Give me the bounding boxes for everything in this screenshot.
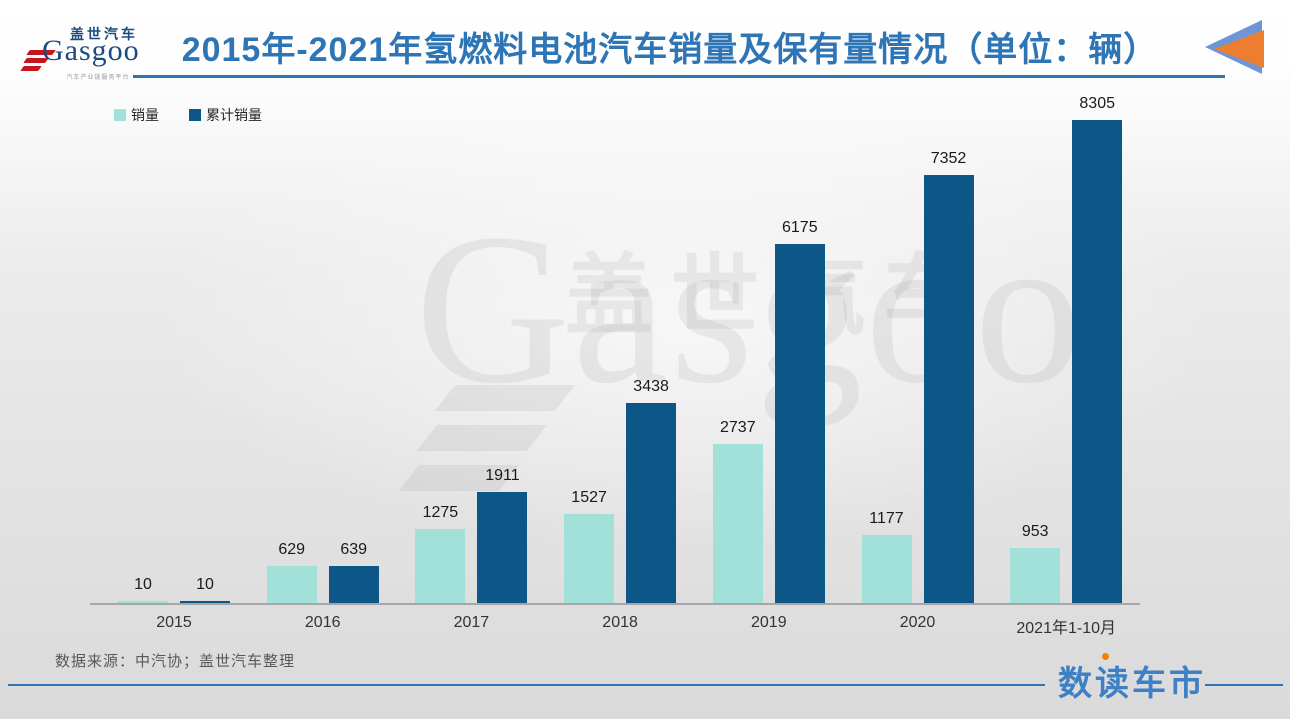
gasgoo-logo-en: Gasgoo xyxy=(42,34,140,67)
bar-group-2019: 2737 6175 2019 xyxy=(712,120,825,631)
x-axis-label: 2021年1-10月 xyxy=(1016,620,1116,637)
bar-sales xyxy=(415,529,466,603)
bar-value-label: 1177 xyxy=(869,510,904,527)
x-axis-label: 2018 xyxy=(602,614,638,631)
bar-value-label: 629 xyxy=(278,541,306,558)
gasgoo-logo-tagline: 汽车产业链服务平台 xyxy=(66,75,130,81)
bar-group-2021年1-10月: 953 8305 2021年1-10月 xyxy=(1010,95,1123,637)
double-back-arrow-icon xyxy=(1205,20,1264,74)
gasgoo-logo: 盖世汽车 Gasgoo 汽车产业链服务平台 xyxy=(20,24,178,82)
shuducheshi-brand: 数读车市 xyxy=(1058,653,1206,705)
footer-rule-right xyxy=(1205,684,1283,686)
legend-swatch-icon xyxy=(189,109,201,121)
legend-label: 销量 xyxy=(131,107,159,123)
bar-value-label: 3438 xyxy=(633,378,669,395)
bar-value-label: 1275 xyxy=(422,504,459,521)
x-axis-label: 2016 xyxy=(304,614,341,631)
bar-sales xyxy=(861,535,912,603)
bar-cumulative xyxy=(477,492,528,603)
x-axis-label: 2020 xyxy=(899,614,936,631)
bar-cumulative xyxy=(328,566,379,603)
bar-value-label: 1911 xyxy=(485,467,520,484)
bar-cumulative xyxy=(626,403,677,603)
bar-sales xyxy=(266,566,317,603)
bar-value-label: 8305 xyxy=(1079,95,1115,112)
bar-value-label: 10 xyxy=(134,576,152,593)
x-axis-label: 2019 xyxy=(751,614,787,631)
bar-cumulative xyxy=(1072,120,1123,603)
bar-value-label: 953 xyxy=(1021,523,1049,540)
bar-group-2017: 1275 1911 2017 xyxy=(415,120,528,631)
bar-sales xyxy=(712,444,763,603)
x-axis-label: 2017 xyxy=(453,614,490,631)
bar-value-label: 6175 xyxy=(782,219,818,236)
shuducheshi-brand-text: 数读车市 xyxy=(1058,665,1206,703)
bar-value-label: 2737 xyxy=(720,419,756,436)
title-underline xyxy=(133,75,1225,78)
legend: 销量 累计销量 xyxy=(114,105,262,125)
bar-value-label: 1527 xyxy=(571,489,607,506)
bar-cumulative xyxy=(774,244,825,603)
x-axis-label: 2015 xyxy=(156,614,192,631)
bar-sales xyxy=(564,514,615,603)
bar-group-2018: 1527 3438 2018 xyxy=(564,120,677,631)
bar-value-label: 10 xyxy=(196,576,214,593)
data-source-note: 数据来源：中汽协；盖世汽车整理 xyxy=(55,653,296,670)
bar-cumulative xyxy=(180,601,230,603)
legend-item: 累计销量 xyxy=(189,105,262,125)
bar-value-label: 639 xyxy=(340,541,368,558)
legend-item: 销量 xyxy=(114,105,159,125)
bar-sales xyxy=(118,601,168,603)
plot-area: 10 10 2015 629 639 2016 1275 1911 2017 1527 3438 20… xyxy=(90,95,1140,637)
x-axis-line xyxy=(90,603,1140,605)
gasgoo-logo-cn: 盖世汽车 xyxy=(70,26,138,42)
legend-label: 累计销量 xyxy=(206,107,262,123)
bar-group-2015: 10 10 2015 xyxy=(118,120,230,631)
bar-cumulative xyxy=(923,175,974,603)
footer-rule-left xyxy=(8,684,1045,686)
bar-group-2020: 1177 7352 2020 xyxy=(861,120,974,631)
bar-sales xyxy=(1010,548,1061,603)
bar-value-label: 7352 xyxy=(930,150,967,167)
legend-swatch-icon xyxy=(114,109,126,121)
brand-orange-dot-icon xyxy=(1102,653,1109,660)
bar-group-2016: 629 639 2016 xyxy=(266,120,379,631)
page-title: 2015年-2021年氢燃料电池汽车销量及保有量情况（单位：辆） xyxy=(181,31,1159,69)
